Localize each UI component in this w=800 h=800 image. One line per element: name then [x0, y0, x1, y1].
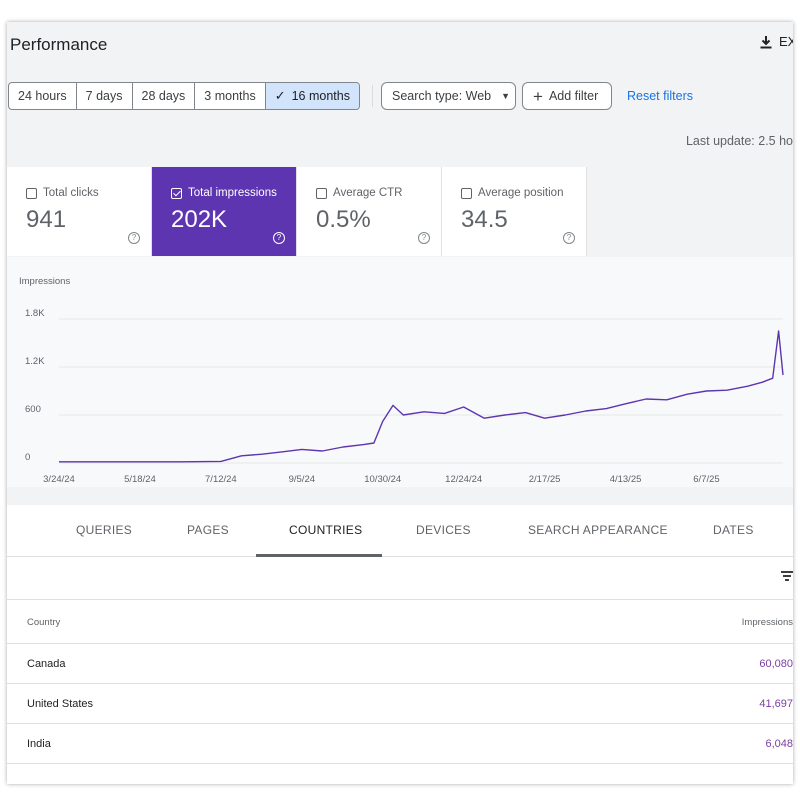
impressions-chart: Impressions 0 600 1.2K 1.8K 3/24/24 5/18/24 7/…: [7, 257, 793, 487]
divider: [372, 85, 373, 107]
date-range-16-months-label: 16 months: [291, 89, 350, 103]
caret-down-icon: ▼: [501, 91, 511, 101]
add-filter-label: Add filter: [548, 89, 599, 103]
table-row[interactable]: India 6,048: [7, 724, 793, 764]
add-filter-button[interactable]: + Add filter: [522, 82, 612, 110]
checkbox-icon[interactable]: [461, 187, 472, 199]
metric-label-text: Total impressions: [188, 187, 277, 199]
reset-filters-link[interactable]: Reset filters: [627, 89, 693, 103]
header: Performance EX: [7, 22, 793, 80]
tab-pages[interactable]: PAGES: [187, 523, 229, 537]
x-tick-label: 2/17/25: [529, 474, 561, 485]
country-name: India: [27, 738, 51, 750]
impressions-value: 6,048: [765, 738, 793, 750]
date-range-28-days[interactable]: 28 days: [133, 83, 196, 109]
help-icon[interactable]: ?: [128, 232, 140, 244]
metric-label: Average CTR: [316, 187, 402, 199]
metric-value: 941: [26, 206, 67, 233]
metric-label: Total impressions: [171, 187, 277, 199]
tab-queries[interactable]: QUERIES: [76, 523, 133, 537]
table-row[interactable]: United States 41,697: [7, 684, 793, 724]
filter-rows-icon[interactable]: [781, 571, 793, 583]
x-tick-label: 6/7/25: [693, 474, 719, 485]
export-button[interactable]: EX: [759, 34, 793, 49]
last-update: Last update: 2.5 ho: [685, 134, 793, 148]
metric-value: 0.5%: [316, 206, 371, 233]
search-type-dropdown[interactable]: Search type: Web ▼: [381, 82, 516, 110]
y-tick-label: 600: [25, 404, 41, 415]
y-tick-label: 1.8K: [25, 308, 45, 319]
help-icon[interactable]: ?: [418, 232, 430, 244]
x-tick-label: 7/12/24: [205, 474, 237, 485]
tab-devices[interactable]: DEVICES: [416, 523, 471, 537]
chart-y-axis-title: Impressions: [19, 276, 71, 287]
table-header: Country Impressions: [7, 599, 793, 644]
date-range-7-days[interactable]: 7 days: [77, 83, 133, 109]
country-name: Canada: [27, 658, 66, 670]
metric-value: 202K: [171, 206, 228, 233]
tab-search-appearance[interactable]: SEARCH APPEARANCE: [528, 523, 668, 537]
x-tick-label: 10/30/24: [364, 474, 401, 485]
check-icon: ✓: [274, 88, 286, 103]
date-range-3-months[interactable]: 3 months: [195, 83, 266, 109]
metric-label-text: Average position: [478, 187, 564, 199]
download-icon: [760, 35, 772, 48]
tab-dates[interactable]: DATES: [713, 523, 754, 537]
impressions-series-line[interactable]: [59, 330, 784, 463]
plus-icon: +: [533, 86, 543, 106]
y-tick-label: 0: [25, 452, 30, 463]
x-tick-label: 9/5/24: [289, 474, 315, 485]
x-tick-label: 12/24/24: [445, 474, 482, 485]
filter-bar: 24 hours 7 days 28 days 3 months ✓ 16 mon…: [7, 82, 793, 110]
column-header-country[interactable]: Country: [27, 617, 61, 628]
metric-card-total-impressions[interactable]: Total impressions 202K ?: [152, 167, 297, 256]
search-type-label: Search type: Web: [392, 89, 492, 103]
countries-table: Country Impressions Canada 60,080 United…: [7, 557, 793, 784]
checkbox-checked-icon[interactable]: [171, 187, 182, 199]
checkbox-icon[interactable]: [316, 187, 327, 199]
metric-value: 34.5: [461, 206, 508, 233]
impressions-value: 41,697: [759, 698, 793, 710]
impressions-value: 60,080: [759, 658, 793, 670]
help-icon[interactable]: ?: [563, 232, 575, 244]
y-tick-label: 1.2K: [25, 356, 45, 367]
metric-label-text: Average CTR: [333, 187, 403, 199]
help-icon[interactable]: ?: [273, 232, 285, 244]
metric-card-total-clicks[interactable]: Total clicks 941 ?: [7, 167, 152, 256]
performance-report: Performance EX 24 hours 7 days 28 days 3…: [7, 22, 793, 784]
metric-card-average-ctr[interactable]: Average CTR 0.5% ?: [297, 167, 442, 256]
date-range-selector: 24 hours 7 days 28 days 3 months ✓ 16 mon…: [8, 82, 360, 110]
column-header-impressions[interactable]: Impressions: [741, 617, 793, 628]
metric-label: Average position: [461, 187, 563, 199]
x-tick-label: 3/24/24: [43, 474, 75, 485]
x-tick-label: 4/13/25: [610, 474, 642, 485]
chart-canvas[interactable]: 0 600 1.2K 1.8K 3/24/24 5/18/24 7/12/24 9/5/24 1…: [7, 257, 793, 487]
tab-countries[interactable]: COUNTRIES: [289, 523, 363, 537]
checkbox-icon[interactable]: [26, 187, 37, 199]
date-range-24-hours[interactable]: 24 hours: [9, 83, 77, 109]
page-title: Performance: [10, 35, 108, 54]
metric-label: Total clicks: [26, 187, 99, 199]
export-label: EX: [779, 34, 793, 49]
metric-cards: Total clicks 941 ? Total impressions 202…: [7, 167, 587, 257]
metric-card-average-position[interactable]: Average position 34.5 ?: [442, 167, 587, 256]
dimension-tabs: QUERIES PAGES COUNTRIES DEVICES SEARCH A…: [7, 505, 793, 557]
table-row[interactable]: Canada 60,080: [7, 644, 793, 684]
active-tab-indicator: [256, 554, 382, 557]
country-name: United States: [27, 698, 94, 710]
metric-label-text: Total clicks: [43, 187, 99, 199]
x-tick-label: 5/18/24: [124, 474, 156, 485]
date-range-16-months[interactable]: ✓ 16 months: [265, 83, 359, 109]
